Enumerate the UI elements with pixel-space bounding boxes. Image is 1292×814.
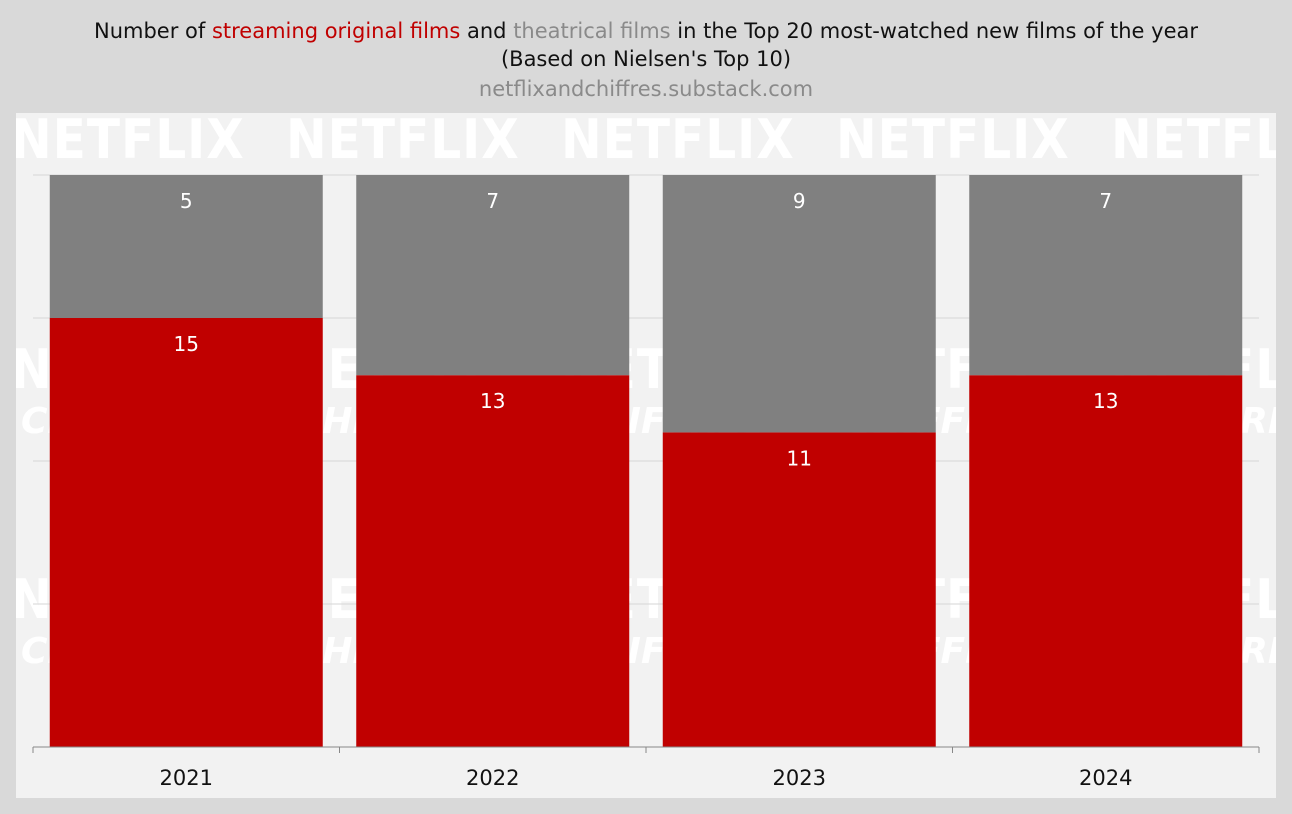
chart-subtitle: (Based on Nielsen's Top 10) [500,47,792,71]
data-label: 11 [787,446,812,470]
watermark-text: NETFLIX [836,113,1070,171]
bar-theatrical [969,175,1243,376]
chart-panel: NETFLIXNETFLIXNETFLIXNETFLIXNETFLIXNETFL… [16,113,1276,798]
x-tick-label: 2024 [1079,766,1132,790]
bar-streaming [49,318,323,747]
x-tick-label: 2022 [466,766,519,790]
title-suffix: in the Top 20 most-watched new films of … [670,19,1198,43]
bar-theatrical [662,175,936,433]
chart-source: netflixandchiffres.substack.com [478,77,814,101]
stacked-bar-chart: 15 5 13 7 11 9 13 7 2021 2022 2023 2024 [32,174,1260,790]
title-series-theatrical: theatrical films [513,19,671,43]
data-label: 9 [793,189,806,213]
data-label: 7 [1099,189,1112,213]
title-prefix: Number of [94,19,212,43]
watermark-text: NETFLIX [286,113,520,171]
bar-streaming [662,432,936,747]
data-label: 15 [174,332,199,356]
bar-streaming [969,375,1243,747]
data-label: 13 [1093,389,1118,413]
watermark-text: NETFLIX [1111,113,1276,171]
data-label: 5 [180,189,193,213]
x-tick-label: 2023 [773,766,826,790]
chart-title: Number of streaming original films and t… [0,17,1292,45]
bar-theatrical [356,175,630,376]
data-label: 7 [486,189,499,213]
bar-theatrical [49,175,323,318]
title-and: and [460,19,514,43]
bar-streaming [356,375,630,747]
title-series-streaming: streaming original films [211,19,461,43]
watermark-text: NETFLIX [561,113,795,171]
x-tick-label: 2021 [160,766,213,790]
watermark-text: NETFLIX [16,113,245,171]
data-label: 13 [480,389,505,413]
